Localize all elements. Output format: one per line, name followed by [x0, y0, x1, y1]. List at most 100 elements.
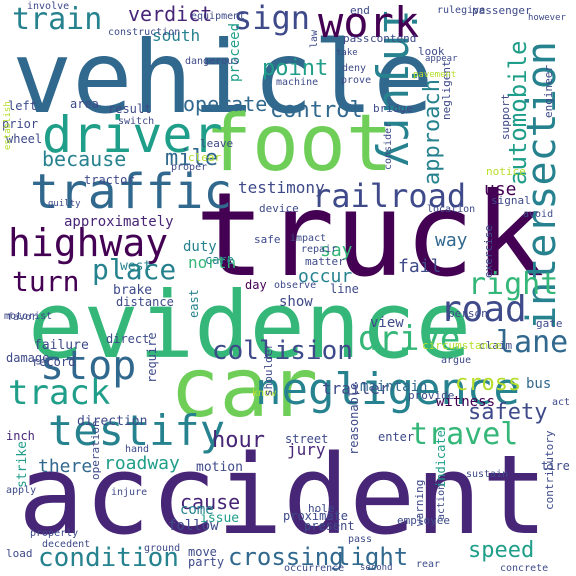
word: street — [285, 432, 329, 446]
word: ground — [144, 543, 181, 554]
word: concrete — [500, 563, 549, 574]
word: prove — [341, 75, 372, 86]
word: occurrence — [284, 563, 345, 574]
word: duty — [183, 239, 217, 255]
word: tractor — [84, 173, 135, 187]
word: record — [32, 355, 76, 369]
word: damage — [6, 351, 50, 365]
word: safe — [254, 233, 281, 246]
word: occur — [298, 266, 353, 287]
word: indicate — [434, 430, 448, 488]
word: light — [336, 543, 409, 571]
word: testify — [48, 406, 226, 455]
word: however — [528, 13, 566, 23]
word: require — [145, 332, 159, 383]
word: mile — [165, 146, 218, 171]
word: second — [360, 563, 393, 573]
word: contend — [370, 32, 417, 45]
word: roadway — [104, 453, 180, 474]
word: trailer — [322, 379, 390, 398]
word: follow — [168, 518, 219, 534]
word: fail — [398, 256, 442, 277]
word: speed — [468, 538, 535, 563]
word: vehicle — [12, 19, 434, 136]
word: passenger — [472, 4, 532, 17]
word: impact — [290, 233, 327, 244]
word: care — [205, 253, 234, 267]
word: end — [350, 4, 370, 17]
word: reasonable — [347, 382, 361, 455]
word: act — [552, 397, 571, 408]
word: track — [8, 373, 111, 413]
word: crossing — [228, 543, 344, 571]
word: stop — [40, 343, 137, 389]
word: notice — [486, 165, 526, 178]
word: rear — [416, 559, 441, 570]
word: evidence — [28, 272, 472, 379]
word: pass — [348, 534, 373, 545]
word: testimony — [238, 178, 325, 197]
word: turn — [12, 265, 80, 298]
word: maintain — [360, 379, 428, 395]
word: verdict — [128, 2, 213, 26]
word: appear — [425, 54, 458, 64]
word: avoid — [523, 209, 554, 220]
word: point — [262, 56, 329, 81]
word: clear — [188, 151, 222, 164]
word: distance — [116, 295, 174, 309]
word: south — [152, 26, 201, 45]
word: operate — [183, 92, 268, 116]
word: left — [8, 99, 37, 113]
word: establish — [3, 101, 13, 150]
word: travel — [410, 417, 519, 452]
word: support — [499, 93, 512, 140]
word: bridge — [373, 102, 413, 115]
word: engineer — [542, 65, 555, 118]
word: person — [448, 307, 488, 320]
word: condition — [38, 543, 179, 573]
word: way — [435, 230, 468, 251]
word: traffic — [30, 164, 233, 220]
word: west — [120, 259, 152, 274]
word: know — [252, 388, 277, 399]
word: warning — [413, 479, 426, 526]
word: signal — [491, 194, 531, 207]
word: machine — [276, 77, 319, 88]
word: result — [108, 102, 152, 116]
word: party — [188, 555, 225, 569]
word: claim — [479, 339, 513, 352]
word: highway — [8, 221, 169, 265]
word: view — [370, 315, 404, 331]
word: prior — [2, 117, 39, 131]
word: truck — [195, 168, 545, 303]
word: action — [436, 483, 447, 520]
word: issue — [200, 511, 240, 526]
word: provide — [408, 389, 455, 402]
word: consider — [383, 121, 394, 170]
word: enter — [378, 430, 415, 444]
word: repair — [301, 244, 338, 255]
word: driver — [42, 106, 223, 164]
word: cause — [180, 490, 241, 514]
word: rulegive — [437, 5, 486, 16]
word: hour — [212, 428, 265, 453]
word: construction — [108, 27, 181, 38]
word: proper — [171, 162, 208, 173]
word: favor — [7, 312, 38, 323]
word: present — [304, 519, 355, 533]
word: foot — [205, 99, 393, 189]
word: shoulder — [262, 343, 275, 396]
word: railroad — [312, 177, 467, 215]
word: leave — [200, 137, 234, 150]
word: deny — [342, 63, 367, 74]
word: employee — [397, 514, 450, 527]
word: direction — [77, 414, 148, 429]
word: location — [427, 204, 476, 215]
word: failure — [34, 338, 89, 353]
word: inch — [6, 429, 35, 443]
word: line — [330, 282, 359, 296]
word: train — [12, 2, 103, 37]
word: negligence — [255, 364, 520, 415]
word: come — [180, 502, 214, 518]
word: approximately — [64, 214, 174, 230]
